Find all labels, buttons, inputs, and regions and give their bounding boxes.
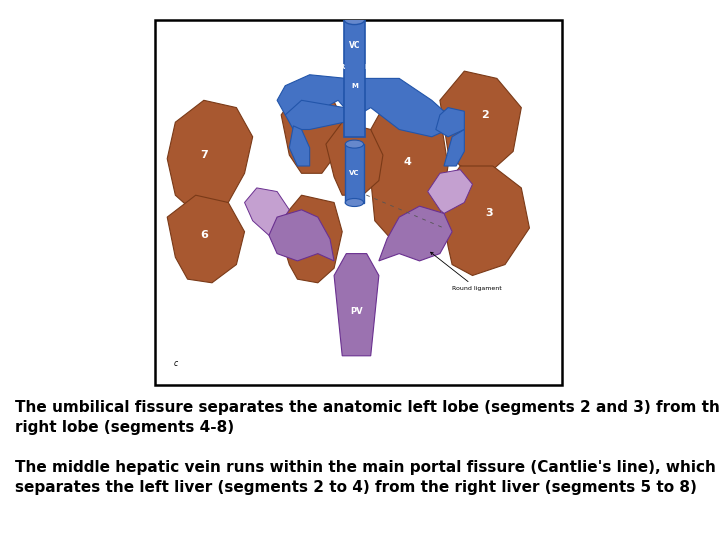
Text: VC: VC: [348, 41, 360, 50]
Text: R: R: [340, 64, 345, 70]
Polygon shape: [334, 254, 379, 356]
Text: PV: PV: [350, 307, 363, 316]
Polygon shape: [428, 170, 472, 213]
Polygon shape: [440, 71, 521, 173]
Text: M: M: [351, 83, 358, 89]
Polygon shape: [344, 20, 364, 137]
Text: 1: 1: [351, 150, 359, 160]
Polygon shape: [269, 210, 334, 261]
Text: c: c: [174, 359, 177, 368]
Polygon shape: [282, 86, 342, 173]
Bar: [155, 20, 562, 385]
Ellipse shape: [344, 16, 364, 24]
Polygon shape: [436, 107, 464, 137]
Text: The middle hepatic vein runs within the main portal fissure (Cantlie's line), wh: The middle hepatic vein runs within the …: [15, 460, 716, 495]
Text: 3: 3: [485, 208, 492, 219]
Polygon shape: [285, 100, 344, 130]
Text: Round ligament: Round ligament: [431, 252, 502, 291]
Polygon shape: [366, 93, 448, 239]
Text: 4: 4: [403, 157, 411, 167]
Polygon shape: [379, 206, 452, 261]
Polygon shape: [346, 144, 364, 202]
Text: The umbilical fissure separates the anatomic left lobe (segments 2 and 3) from t: The umbilical fissure separates the anat…: [15, 400, 720, 435]
Polygon shape: [277, 75, 346, 119]
Text: L: L: [364, 64, 369, 70]
Text: 8: 8: [310, 117, 318, 127]
Text: 6: 6: [200, 231, 208, 240]
Polygon shape: [245, 188, 289, 235]
Polygon shape: [326, 122, 383, 195]
Text: VC: VC: [349, 170, 360, 176]
Polygon shape: [167, 195, 245, 283]
Text: 2: 2: [481, 110, 489, 120]
Polygon shape: [289, 126, 310, 166]
Polygon shape: [277, 195, 342, 283]
Polygon shape: [363, 78, 448, 137]
Ellipse shape: [346, 140, 364, 148]
Text: 5: 5: [306, 231, 313, 240]
Polygon shape: [167, 100, 253, 213]
Text: 7: 7: [200, 150, 207, 160]
Ellipse shape: [346, 199, 364, 206]
Polygon shape: [444, 130, 464, 166]
Polygon shape: [440, 166, 529, 275]
